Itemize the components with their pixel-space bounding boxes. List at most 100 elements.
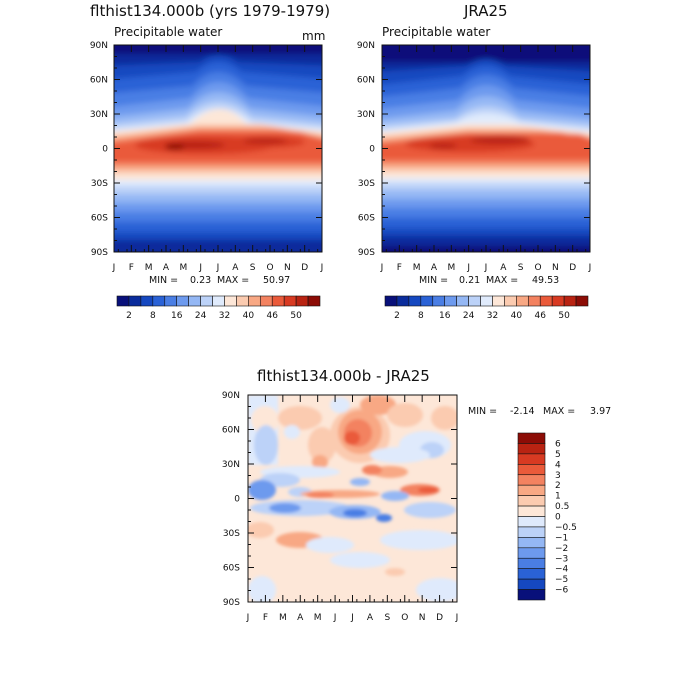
colorbar-swatch xyxy=(408,295,422,307)
panel-model-units: mm xyxy=(302,29,325,43)
colorbar-label: −2 xyxy=(555,544,568,554)
panel-model: flthist134.000b (yrs 1979-1979) Precipit… xyxy=(90,2,330,321)
x-tick-label: A xyxy=(431,263,438,273)
colorbar-swatch xyxy=(517,537,546,549)
y-tick-label: 0 xyxy=(369,145,375,155)
x-tick-label: A xyxy=(500,263,507,273)
colorbar-label: 40 xyxy=(243,311,255,321)
x-tick-label: J xyxy=(588,263,592,273)
colorbar-swatch xyxy=(224,295,237,307)
colorbar-label: 5 xyxy=(555,450,561,460)
panel-reanalysis-max-value: 49.53 xyxy=(532,275,559,286)
y-tick-label: 0 xyxy=(234,495,240,505)
colorbar-swatch xyxy=(271,295,285,307)
colorbar-swatch xyxy=(563,295,577,307)
panel-reanalysis: JRA25 Precipitable water xyxy=(357,2,592,321)
panel-reanalysis-min-label: MIN = xyxy=(419,275,448,286)
panel-reanalysis-field xyxy=(382,45,590,252)
colorbar-swatch xyxy=(527,295,541,307)
colorbar-swatch xyxy=(480,295,493,307)
x-tick-label: D xyxy=(569,263,576,273)
y-tick-label: 60S xyxy=(91,214,108,224)
y-tick-label: 30S xyxy=(223,529,240,539)
panel-difference-min-label: MIN = xyxy=(468,406,497,417)
colorbar-swatch xyxy=(516,295,529,307)
panel-difference-title: flthist134.000b - JRA25 xyxy=(257,367,430,385)
x-tick-label: O xyxy=(534,263,541,273)
colorbar-swatch xyxy=(248,295,261,307)
colorbar-label: 8 xyxy=(418,311,424,321)
panel-difference-max-label: MAX = xyxy=(543,406,575,417)
colorbar-swatch xyxy=(444,295,457,307)
x-tick-label: J xyxy=(198,263,202,273)
colorbar-swatch xyxy=(259,295,273,307)
colorbar-swatch xyxy=(517,589,546,601)
panel-model-field xyxy=(114,45,322,252)
colorbar-label: 16 xyxy=(439,311,451,321)
x-tick-label: J xyxy=(320,263,324,273)
colorbar-swatch xyxy=(504,295,517,307)
colorbar-swatch xyxy=(116,295,130,307)
colorbar-swatch xyxy=(164,295,178,307)
y-tick-label: 30N xyxy=(222,460,240,470)
panel-difference-max-value: 3.97 xyxy=(590,406,611,417)
x-tick-label: J xyxy=(246,613,250,623)
y-tick-label: 90N xyxy=(357,41,375,51)
x-tick-label: J xyxy=(350,613,354,623)
colorbar-swatch xyxy=(468,295,481,307)
y-tick-label: 90N xyxy=(90,41,108,51)
x-tick-label: S xyxy=(250,263,256,273)
x-tick-label: M xyxy=(413,263,421,273)
colorbar-swatch xyxy=(517,484,546,496)
panel-model-max-label: MAX = xyxy=(217,275,249,286)
colorbar-swatch xyxy=(539,295,553,307)
colorbar-label: −4 xyxy=(555,565,569,575)
panel-model-max-value: 50.97 xyxy=(263,275,290,286)
y-tick-label: 30N xyxy=(357,110,375,120)
colorbar-label: 1 xyxy=(555,492,561,502)
colorbar-swatch xyxy=(212,295,225,307)
panel-reanalysis-min-value: 0.21 xyxy=(459,275,480,286)
colorbar-swatch xyxy=(551,295,565,307)
x-tick-label: A xyxy=(367,613,374,623)
panel-reanalysis-max-label: MAX = xyxy=(486,275,518,286)
y-tick-label: 30S xyxy=(91,179,108,189)
x-tick-label: O xyxy=(266,263,273,273)
colorbar-label: 50 xyxy=(558,311,570,321)
x-tick-label: F xyxy=(397,263,402,273)
x-tick-label: F xyxy=(263,613,268,623)
x-tick-label: A xyxy=(297,613,304,623)
colorbar-swatch xyxy=(188,295,201,307)
x-tick-label: J xyxy=(466,263,470,273)
colorbar-label: 32 xyxy=(487,311,498,321)
y-tick-label: 60S xyxy=(223,564,240,574)
colorbar-label: 46 xyxy=(535,311,547,321)
y-tick-label: 0 xyxy=(102,145,108,155)
colorbar-swatch xyxy=(492,295,505,307)
panel-model-min-value: 0.23 xyxy=(190,275,211,286)
panel-model-subtitle: Precipitable water xyxy=(114,25,222,39)
colorbar-swatch xyxy=(517,516,546,528)
colorbar-swatch xyxy=(575,295,589,307)
x-tick-label: J xyxy=(455,613,459,623)
x-tick-label: M xyxy=(447,263,455,273)
x-tick-label: M xyxy=(279,613,287,623)
colorbar-label: 4 xyxy=(555,460,561,470)
y-tick-label: 30S xyxy=(358,179,375,189)
colorbar-swatch xyxy=(517,505,546,517)
colorbar-label: 16 xyxy=(171,311,183,321)
colorbar-label: −6 xyxy=(555,586,569,596)
colorbar-swatch xyxy=(295,295,309,307)
y-tick-label: 90S xyxy=(91,248,108,258)
colorbar-label: −5 xyxy=(555,575,568,585)
colorbar-swatch xyxy=(140,295,154,307)
colorbar-swatch xyxy=(396,295,410,307)
x-tick-label: N xyxy=(284,263,291,273)
x-tick-label: J xyxy=(484,263,488,273)
colorbar-swatch xyxy=(517,557,546,569)
colorbar-label: 6 xyxy=(555,439,561,449)
x-tick-label: N xyxy=(552,263,559,273)
colorbar-swatch xyxy=(517,578,546,590)
colorbar-label: −3 xyxy=(555,554,568,564)
x-tick-label: D xyxy=(301,263,308,273)
